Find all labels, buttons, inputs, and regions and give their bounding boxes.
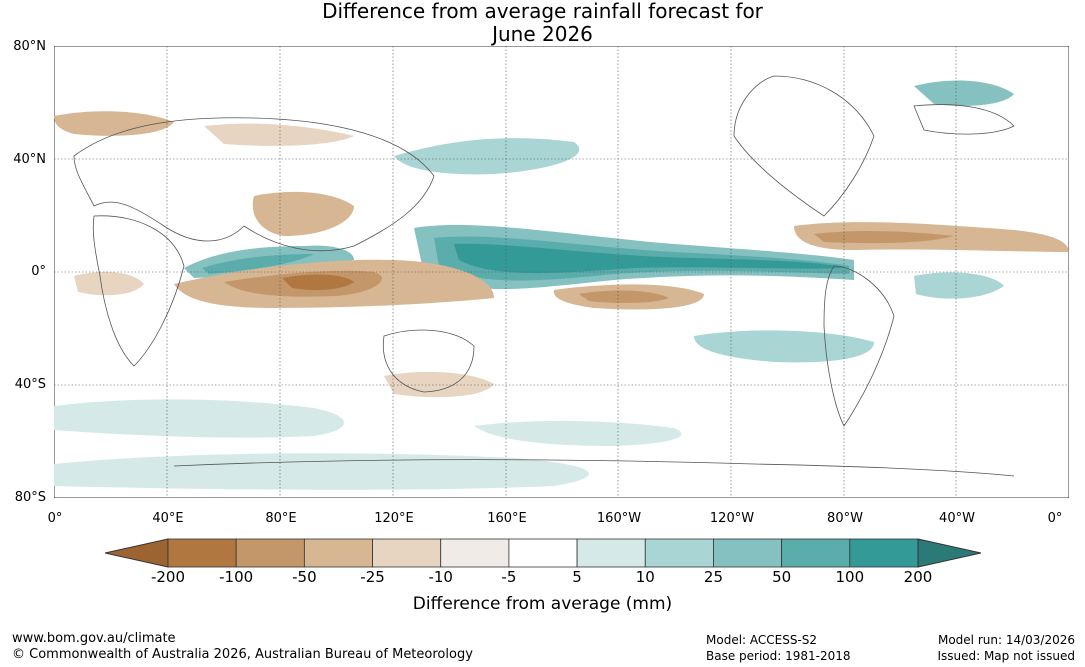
colorbar-segments bbox=[167, 538, 919, 568]
base-period-text: Base period: 1981-2018 bbox=[706, 649, 851, 663]
website-link[interactable]: www.bom.gov.au/climate bbox=[12, 631, 176, 646]
lon-label-40w: 40°W bbox=[939, 511, 975, 526]
colorbar-segment bbox=[644, 538, 714, 568]
colorbar-segment bbox=[440, 538, 510, 568]
colorbar-segment bbox=[713, 538, 783, 568]
lat-label-80s: 80°S bbox=[14, 490, 46, 505]
lon-label-120w: 120°W bbox=[709, 511, 755, 526]
cb-tick-label: -5 bbox=[501, 568, 517, 586]
model-text: Model: ACCESS-S2 bbox=[706, 633, 818, 647]
lon-label-80w: 80°W bbox=[827, 511, 863, 526]
lon-label-40e: 40°E bbox=[152, 511, 184, 526]
lat-label-80n: 80°N bbox=[13, 39, 46, 54]
title-line-1: Difference from average rainfall forecas… bbox=[322, 0, 763, 23]
colorbar bbox=[105, 538, 981, 568]
lon-label-0: 0° bbox=[47, 511, 63, 526]
title-line-2: June 2026 bbox=[492, 22, 593, 46]
lon-label-120e: 120°E bbox=[374, 511, 414, 526]
colorbar-segment bbox=[576, 538, 646, 568]
lon-label-160w: 160°W bbox=[596, 511, 642, 526]
cb-tick-label: 10 bbox=[635, 568, 655, 586]
lat-label-40s: 40°S bbox=[14, 377, 46, 392]
graticule bbox=[54, 46, 1069, 498]
cb-tick-label: 50 bbox=[772, 568, 792, 586]
cb-tick-label: 200 bbox=[903, 568, 933, 586]
colorbar-segment bbox=[303, 538, 373, 568]
cb-tick-label: -50 bbox=[292, 568, 317, 586]
cb-tick-label: -10 bbox=[428, 568, 453, 586]
colorbar-extend-low bbox=[105, 538, 169, 568]
map-title: Difference from average rainfall forecas… bbox=[0, 0, 1085, 46]
issued-text: Issued: Map not issued bbox=[937, 649, 1075, 663]
colorbar-segment bbox=[235, 538, 305, 568]
lat-label-equator: 0° bbox=[31, 264, 46, 279]
cb-tick-label: 100 bbox=[835, 568, 865, 586]
cb-tick-label: -25 bbox=[360, 568, 385, 586]
colorbar-segment bbox=[508, 538, 578, 568]
colorbar-segment bbox=[372, 538, 442, 568]
cb-tick-label: 5 bbox=[572, 568, 582, 586]
colorbar-segment bbox=[167, 538, 237, 568]
colorbar-segment bbox=[849, 538, 919, 568]
lat-label-40n: 40°N bbox=[13, 152, 46, 167]
model-run-text: Model run: 14/03/2026 bbox=[937, 633, 1075, 647]
colorbar-title: Difference from average (mm) bbox=[412, 594, 673, 614]
cb-tick-label: -100 bbox=[219, 568, 254, 586]
lon-label-80e: 80°E bbox=[265, 511, 297, 526]
colorbar-segment bbox=[781, 538, 851, 568]
cb-tick-label: 25 bbox=[703, 568, 723, 586]
anomaly-fields bbox=[54, 80, 1069, 490]
rainfall-anomaly-map bbox=[54, 46, 1069, 498]
copyright-text: © Commonwealth of Australia 2026, Austra… bbox=[12, 647, 473, 662]
coastlines bbox=[73, 75, 1015, 477]
lon-label-160e: 160°E bbox=[487, 511, 527, 526]
cb-tick-label: -200 bbox=[150, 568, 186, 586]
colorbar-extend-high bbox=[917, 538, 981, 568]
lon-label-0-end: 0° bbox=[1047, 511, 1063, 526]
